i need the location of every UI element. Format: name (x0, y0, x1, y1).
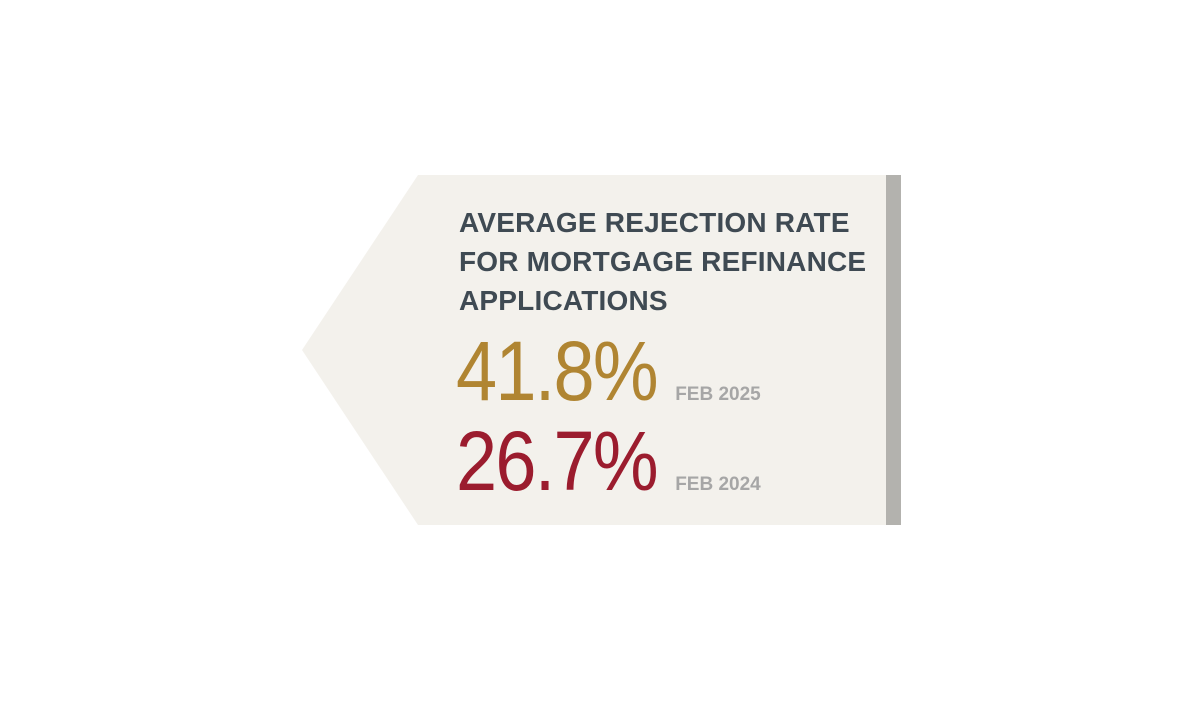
stat-value-previous: 26.7% (456, 414, 659, 508)
stat-row-current: 41.8% FEB 2025 (456, 326, 761, 416)
arrow-card-background (302, 175, 887, 525)
stat-date-previous: FEB 2024 (675, 474, 761, 495)
card-title: AVERAGE REJECTION RATE FOR MORTGAGE REFI… (459, 207, 867, 316)
stat-value-current: 41.8% (456, 324, 659, 418)
card-accent-bar (886, 175, 901, 525)
stat-date-current: FEB 2025 (675, 384, 761, 405)
stat-row-previous: 26.7% FEB 2024 (456, 416, 761, 506)
